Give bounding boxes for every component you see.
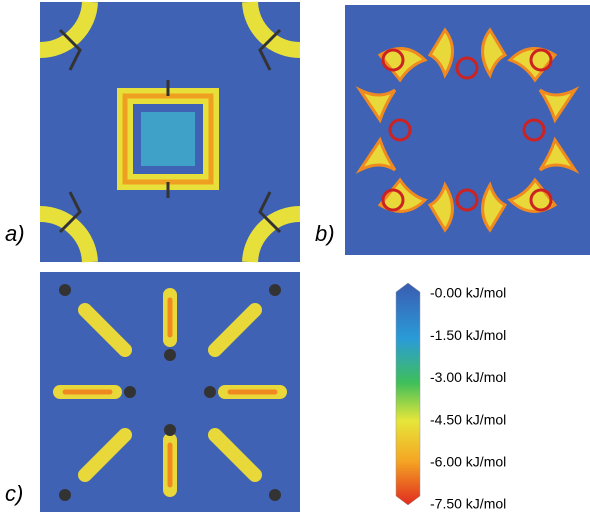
panel-label: a) <box>5 221 25 246</box>
colorbar-label: -1.50 kJ/mol <box>430 327 506 343</box>
colorbar <box>396 283 420 505</box>
colorbar-label: -4.50 kJ/mol <box>430 411 506 427</box>
panel-a <box>40 2 300 262</box>
colorbar-labels: -0.00 kJ/mol -1.50 kJ/mol -3.00 kJ/mol -4.5… <box>430 285 506 512</box>
colorbar-label: -6.00 kJ/mol <box>430 454 506 470</box>
panel-label: c) <box>5 481 23 506</box>
figure: a) b) <box>0 0 590 512</box>
colorbar-label: -0.00 kJ/mol <box>430 285 506 301</box>
colorbar-label: -3.00 kJ/mol <box>430 369 506 385</box>
panel-c <box>40 272 300 512</box>
panel-b <box>345 5 590 255</box>
colorbar-label: -7.50 kJ/mol <box>430 496 506 512</box>
panel-label: b) <box>315 221 335 246</box>
